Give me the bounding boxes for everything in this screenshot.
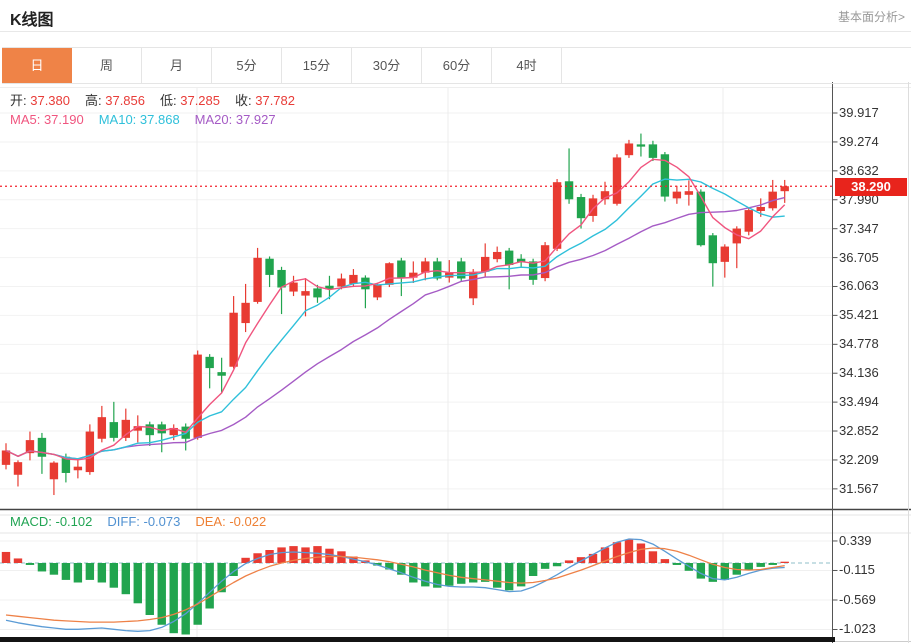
ma5-legend: MA5: 37.190 (10, 112, 84, 127)
price-tick-label: 31.567 (839, 480, 879, 496)
ohlc-close: 收: 37.782 (235, 93, 295, 108)
tab-month[interactable]: 月 (142, 48, 212, 83)
panel-borders (0, 87, 911, 534)
page-title: K线图 (10, 12, 54, 29)
macd-value-value: -0.102 (51, 514, 93, 529)
ohlc-open: 开: 37.380 (10, 93, 70, 108)
macd-tick-label: -0.115 (839, 562, 875, 578)
macd-tick-label: -1.023 (839, 621, 876, 637)
dea-value-label: DEA: (195, 514, 226, 529)
tab-60min[interactable]: 60分 (422, 48, 492, 83)
period-tabbar: 日周月 5分 15分 30分 60分 4时 (2, 47, 911, 84)
diff-value-value: -0.073 (139, 514, 181, 529)
tab-4hour[interactable]: 4时 (492, 48, 562, 83)
tab-week[interactable]: 周 (72, 48, 142, 83)
ma5-legend-value: 37.190 (40, 112, 84, 127)
dea-value: DEA: -0.022 (195, 514, 266, 529)
tab-5min[interactable]: 5分 (212, 48, 282, 83)
macd-layer (0, 538, 832, 635)
ma5-legend-label: MA5: (10, 112, 41, 127)
candles-layer (1, 133, 789, 496)
macd-tick-label: -0.569 (839, 591, 876, 607)
ohlc-low: 低: 37.285 (160, 93, 220, 108)
ma10-legend: MA10: 37.868 (99, 112, 180, 127)
price-tick-label: 32.852 (839, 423, 879, 439)
dea-value-value: -0.022 (225, 514, 267, 529)
macd-readout: MACD: -0.102 DIFF: -0.073 DEA: -0.022 (10, 514, 281, 529)
price-tick-label: 34.778 (839, 336, 879, 352)
ohlc-high-label: 高: (85, 93, 102, 108)
price-tick-label: 34.136 (839, 365, 879, 381)
macd-tick-label: 0.339 (839, 532, 872, 548)
price-axis (832, 82, 911, 643)
price-tick-label: 33.494 (839, 394, 879, 410)
tab-30min[interactable]: 30分 (352, 48, 422, 83)
ma-lines (5, 158, 786, 461)
ma20-legend: MA20: 37.927 (195, 112, 276, 127)
price-tick-label: 39.274 (839, 133, 879, 149)
right-border (908, 82, 909, 643)
ohlc-low-label: 低: (160, 93, 177, 108)
diff-value: DIFF: -0.073 (107, 514, 180, 529)
price-tick-label: 32.209 (839, 451, 879, 467)
ma20-legend-label: MA20: (194, 112, 233, 127)
ohlc-open-value: 37.380 (26, 93, 70, 108)
ohlc-open-label: 开: (10, 93, 27, 108)
macd-value: MACD: -0.102 (10, 514, 92, 529)
ohlc-readout: 开: 37.380 高: 37.856 低: 37.285 收: 37.782 (10, 90, 310, 109)
macd-value-label: MACD: (10, 514, 52, 529)
ma20-legend-value: 37.927 (232, 112, 276, 127)
diff-value-label: DIFF: (107, 514, 140, 529)
price-tick-label: 38.632 (839, 162, 879, 178)
ohlc-close-value: 37.782 (251, 93, 295, 108)
tab-day[interactable]: 日 (2, 48, 72, 83)
ma10-legend-label: MA10: (98, 112, 137, 127)
price-tick-label: 35.421 (839, 307, 879, 323)
price-tick-label: 36.063 (839, 278, 879, 294)
ma10-legend-value: 37.868 (136, 112, 180, 127)
price-tick-label: 39.917 (839, 105, 879, 120)
ohlc-high: 高: 37.856 (85, 93, 145, 108)
price-tick-label: 36.705 (839, 249, 879, 265)
ohlc-close-label: 收: (235, 93, 252, 108)
header-divider (0, 31, 911, 32)
fundamental-analysis-link[interactable]: 基本面分析> (837, 10, 905, 24)
tabbar-filler (562, 48, 911, 83)
tab-15min[interactable]: 15分 (282, 48, 352, 83)
ohlc-high-value: 37.856 (101, 93, 145, 108)
chart-scrollbar[interactable] (0, 637, 835, 642)
last-price-tag: 38.290 (835, 178, 907, 196)
ma-readout: MA5: 37.190 MA10: 37.868 MA20: 37.927 (10, 112, 291, 127)
ohlc-low-value: 37.285 (176, 93, 220, 108)
gridlines (0, 88, 832, 637)
price-tick-label: 37.347 (839, 220, 879, 236)
